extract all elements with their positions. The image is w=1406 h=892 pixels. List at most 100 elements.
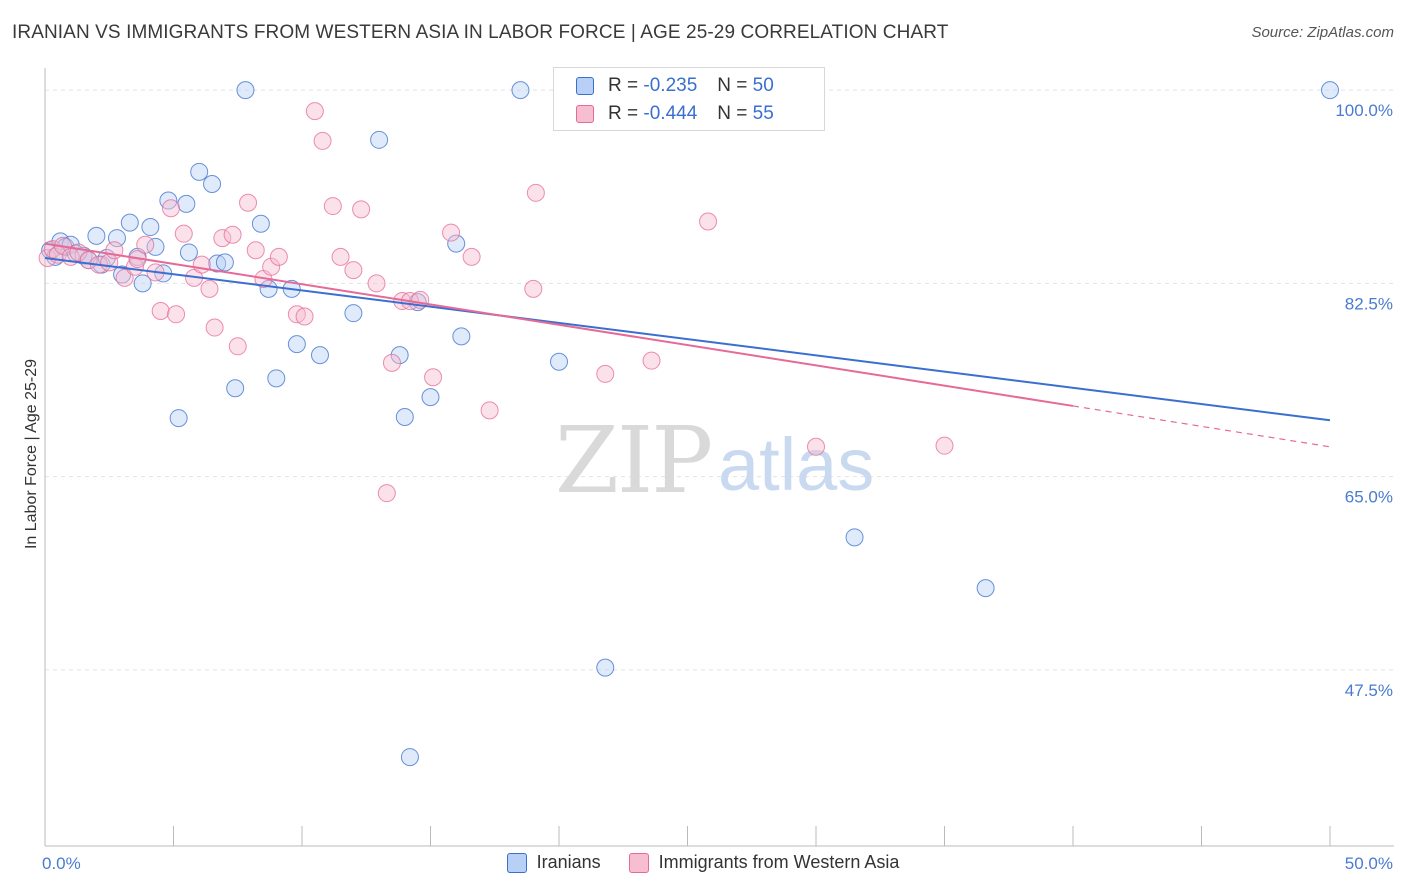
point-western-asia (352, 200, 371, 219)
point-western-asia (377, 484, 396, 503)
point-iranians (259, 279, 278, 298)
legend-n-value: 55 (752, 103, 774, 124)
series-legend-label: Iranians (536, 852, 601, 872)
series-swatch-pink (628, 852, 649, 873)
series-legend-item-western-asia: Immigrants from Western Asia (628, 852, 900, 873)
legend-r-value: -0.444 (643, 103, 698, 124)
point-iranians (177, 194, 196, 213)
point-iranians (226, 379, 245, 398)
point-western-asia (524, 279, 543, 298)
point-western-asia (462, 247, 481, 266)
watermark: ZIP atlas (555, 407, 874, 514)
legend-n-value: 50 (752, 75, 774, 96)
point-western-asia (313, 131, 332, 150)
point-iranians (203, 174, 222, 193)
point-iranians (208, 254, 227, 273)
point-western-asia (167, 305, 186, 324)
point-western-asia (115, 268, 134, 287)
point-western-asia (807, 437, 825, 456)
series-legend-label: Immigrants from Western Asia (658, 852, 900, 872)
point-iranians (141, 218, 160, 237)
point-western-asia (596, 364, 615, 383)
point-iranians (120, 213, 139, 232)
legend-row-western-asia: R = -0.444 N = 55 (576, 101, 774, 127)
point-iranians (421, 388, 440, 407)
source-label: Source: ZipAtlas.com (1251, 24, 1394, 41)
legend-swatch-blue (576, 77, 594, 95)
legend-r-label: R = (608, 103, 639, 124)
trend-line-western-asia (44, 242, 1074, 407)
chart-title: IRANIAN VS IMMIGRANTS FROM WESTERN ASIA … (12, 22, 949, 43)
trend-layer (44, 242, 1331, 448)
point-western-asia (213, 229, 232, 248)
point-iranians (452, 327, 471, 346)
watermark-atlas: atlas (718, 423, 874, 506)
point-western-asia (223, 225, 242, 244)
point-western-asia (228, 337, 247, 356)
series-legend-item-iranians: Iranians (506, 852, 601, 873)
point-western-asia (305, 102, 324, 121)
point-western-asia (246, 241, 265, 260)
grid-layer (45, 89, 1394, 671)
point-iranians (169, 409, 188, 428)
point-iranians (87, 226, 106, 245)
point-western-asia (136, 235, 155, 254)
point-iranians (370, 130, 389, 149)
point-western-asia (295, 307, 314, 326)
point-western-asia (526, 183, 545, 202)
legend-r-label: R = (608, 75, 639, 96)
point-western-asia (151, 301, 170, 320)
point-iranians (133, 274, 152, 293)
legend-n-label: N = (717, 103, 748, 124)
point-western-asia (382, 353, 401, 372)
point-iranians (267, 369, 286, 388)
point-western-asia (161, 199, 180, 218)
point-western-asia (287, 305, 306, 324)
legend-row-iranians: R = -0.235 N = 50 (576, 73, 774, 99)
x-tick-label: 50.0% (1345, 854, 1393, 873)
y-axis-label: In Labor Force | Age 25-29 (23, 359, 40, 549)
point-western-asia (262, 257, 281, 276)
point-western-asia (269, 247, 288, 266)
point-western-asia (699, 212, 718, 231)
point-western-asia (642, 351, 661, 370)
point-iranians (550, 352, 568, 371)
point-western-asia (442, 223, 461, 242)
point-western-asia (192, 255, 211, 274)
trend-line-iranians (44, 256, 1331, 422)
y-tick-label: 47.5% (1345, 681, 1393, 700)
series-legend: Iranians Immigrants from Western Asia (0, 852, 1406, 873)
point-iranians (179, 243, 198, 262)
point-iranians (511, 81, 530, 100)
point-iranians (390, 346, 409, 365)
legend-swatch-pink (576, 105, 594, 123)
correlation-legend: R = -0.235 N = 50 R = -0.444 N = 55 (553, 67, 825, 131)
point-western-asia (480, 401, 499, 420)
series-swatch-blue (506, 852, 527, 873)
x-tick-label: 0.0% (42, 854, 81, 873)
watermark-zip: ZIP (555, 407, 711, 514)
trend-line-extension-western-asia (1072, 405, 1331, 448)
point-iranians (287, 335, 306, 354)
point-iranians (596, 658, 615, 677)
point-iranians (400, 748, 419, 767)
point-iranians (344, 304, 363, 323)
point-western-asia (367, 274, 386, 293)
point-iranians (395, 407, 414, 426)
point-iranians (447, 234, 466, 253)
point-iranians (310, 346, 329, 365)
point-western-asia (205, 318, 224, 337)
label-layer: 100.0% 82.5% 65.0% 47.5% 0.0% 50.0% In Labor F… (23, 101, 1393, 873)
point-iranians (251, 214, 270, 233)
legend-n-label: N = (717, 75, 748, 96)
point-iranians (845, 528, 864, 547)
point-iranians (976, 579, 995, 598)
point-western-asia (200, 279, 219, 298)
point-western-asia (323, 197, 342, 216)
point-western-asia (344, 261, 363, 280)
y-tick-label: 65.0% (1345, 488, 1393, 507)
y-tick-label: 82.5% (1345, 294, 1393, 313)
legend-r-value: -0.235 (643, 75, 698, 96)
point-western-asia (331, 247, 350, 266)
